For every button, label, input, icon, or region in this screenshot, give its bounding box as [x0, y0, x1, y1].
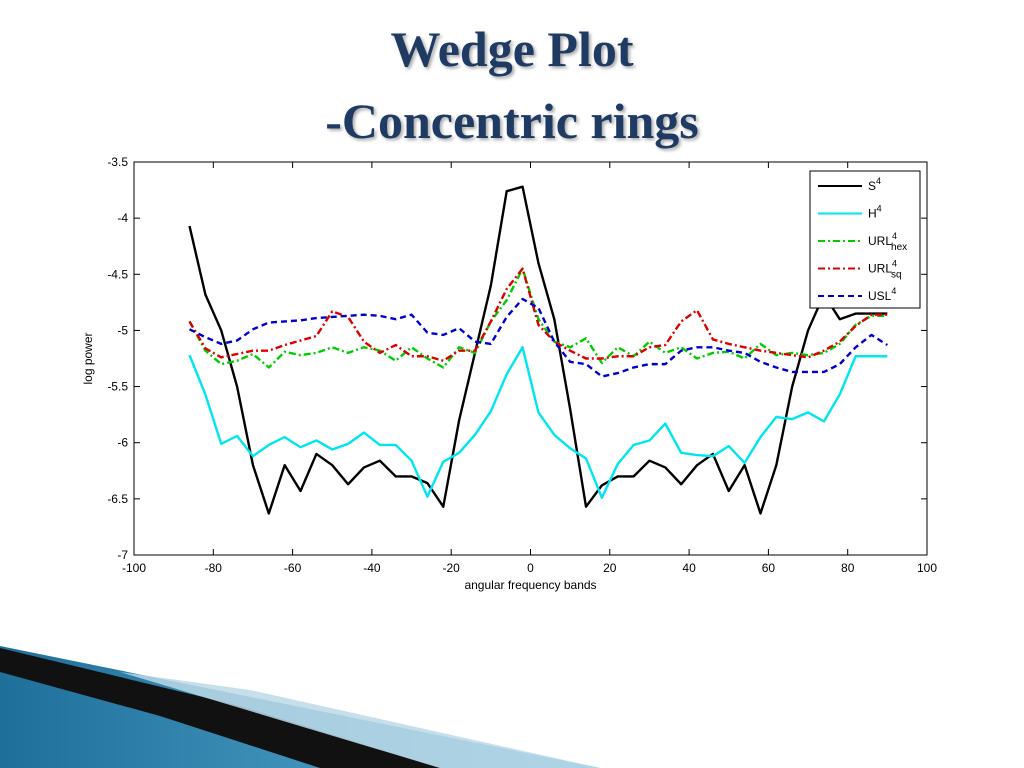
legend-box	[809, 170, 921, 309]
y-axis-label: log power	[81, 332, 95, 384]
y-tick-label: -7	[117, 548, 128, 562]
legend-entry-url_hex: URL4 hex	[868, 231, 907, 253]
x-tick-label: 60	[762, 561, 776, 575]
legend-entry-url_sq: URL4 sq	[868, 259, 902, 281]
x-tick-label: -20	[443, 561, 461, 575]
slide-title-line-1: Wedge Plot	[390, 21, 634, 77]
legend-entry-h4: H4	[868, 204, 882, 221]
x-tick-label: -40	[363, 561, 381, 575]
legend-entry-text: USL	[868, 289, 892, 303]
slide-title-line-2: -Concentric rings	[325, 93, 699, 149]
wedge-plot-chart: -100 -80 -60 -40 -20 0 20 40 60 80 100 -7 -6.5 -6 -5.5…	[81, 155, 937, 592]
legend-entry-text: URL	[868, 262, 892, 276]
x-tick-label: 100	[917, 561, 937, 575]
y-tick-label: -5.5	[107, 380, 128, 394]
legend-entry-usl: USL4	[868, 286, 896, 303]
y-tick-label: -5	[117, 323, 128, 337]
series-line-h4	[188, 346, 888, 499]
legend-entry-superscript: 4	[877, 204, 882, 214]
series-line-url_sq	[188, 267, 888, 362]
x-tick-label: 40	[682, 561, 696, 575]
legend-entry-text: S	[868, 179, 876, 193]
legend-entry-superscript: 4	[892, 231, 897, 241]
legend-entry-subscript: hex	[891, 242, 907, 253]
x-tick-label: -60	[284, 561, 302, 575]
legend-entry-s4: S4	[868, 176, 881, 193]
x-tick-label: -80	[205, 561, 223, 575]
series-line-usl	[188, 297, 888, 378]
legend-entry-superscript: 4	[891, 286, 896, 296]
legend-entry-subscript: sq	[891, 270, 902, 281]
x-axis-label: angular frequency bands	[464, 578, 596, 592]
x-tick-label: 80	[841, 561, 855, 575]
legend-entry-superscript: 4	[876, 176, 881, 186]
x-tick-label: 20	[603, 561, 617, 575]
y-tick-label: -6.5	[107, 492, 128, 506]
legend-entry-superscript: 4	[892, 259, 897, 269]
legend-entry-text: H	[868, 207, 877, 221]
y-tick-label: -3.5	[107, 155, 128, 169]
light-swoosh-shape	[120, 672, 600, 768]
y-tick-label: -6	[117, 436, 128, 450]
y-tick-label: -4.5	[107, 267, 128, 281]
x-tick-label: 0	[527, 561, 534, 575]
black-swoosh-shape	[0, 648, 440, 768]
series-line-s4	[188, 185, 888, 515]
y-tick-label: -4	[117, 211, 128, 225]
series-line-url_hex	[188, 267, 888, 369]
x-tick-label: -100	[122, 561, 146, 575]
legend-entry-text: URL	[868, 234, 892, 248]
